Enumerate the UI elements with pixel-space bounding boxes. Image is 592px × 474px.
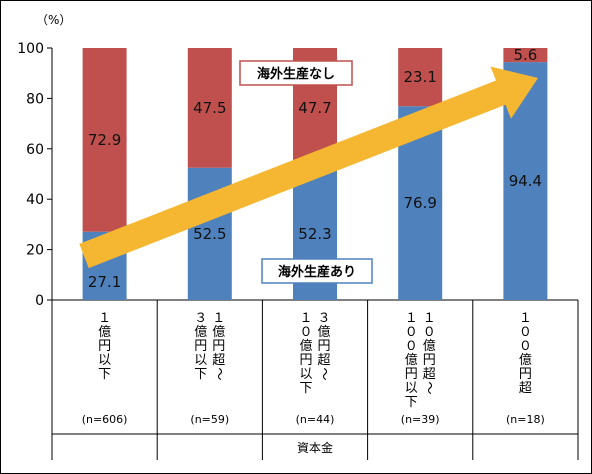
category-label-char: ０ <box>405 339 418 354</box>
category-label-char: 億 <box>98 324 111 340</box>
category-label-char: １ <box>299 311 312 326</box>
series-label-box-none <box>239 60 353 86</box>
category-label-char: ０ <box>519 325 532 340</box>
category-label-char: 円 <box>519 367 532 382</box>
category-label-char: 下 <box>194 367 207 382</box>
category-label-char: ０ <box>299 325 312 340</box>
bar-none-2 <box>187 48 232 168</box>
category-label-char: 円 <box>423 353 436 368</box>
category-label-char: 億 <box>299 338 312 354</box>
category-label-char: 円 <box>405 367 418 382</box>
category-label-char: １ <box>212 311 225 326</box>
y-tick-label: 80 <box>26 91 44 107</box>
category-n-label: (n=44) <box>296 413 335 426</box>
y-tick-label: 100 <box>17 41 44 57</box>
category-label-char: ０ <box>423 325 436 340</box>
y-unit-label: （%） <box>36 13 71 27</box>
category-label-char: 超 <box>519 381 532 396</box>
category-label-char: 億 <box>405 352 418 368</box>
category-label-char: ～ <box>421 381 436 394</box>
series-label-owned: 海外生産あり <box>278 264 356 280</box>
category-label-char: 下 <box>299 381 312 396</box>
category-label-char: 億 <box>519 352 532 368</box>
category-label-char: ３ <box>194 311 207 326</box>
category-label-char: 億 <box>317 324 330 340</box>
category-label-char: 以 <box>299 367 312 382</box>
category-label-char: 超 <box>317 353 330 368</box>
category-label-char: １ <box>405 311 418 326</box>
category-label-char: 超 <box>212 353 225 368</box>
data-label-owned: 52.5 <box>193 225 226 243</box>
category-label-char: １ <box>519 311 532 326</box>
data-label-none: 23.1 <box>403 68 436 86</box>
data-label-owned: 94.4 <box>509 172 542 190</box>
category-label-char: ０ <box>519 339 532 354</box>
category-label-char: 円 <box>194 339 207 354</box>
y-tick-label: 20 <box>26 243 44 259</box>
category-label-char: ～ <box>211 367 226 380</box>
series-label-none: 海外生産なし <box>257 66 335 82</box>
bar-none-1 <box>82 48 127 232</box>
data-label-owned: 76.9 <box>403 194 436 212</box>
bar-none-5 <box>503 48 548 63</box>
trend-arrow <box>79 66 539 269</box>
category-n-label: (n=59) <box>190 413 229 426</box>
category-label-char: ３ <box>317 311 330 326</box>
category-label-char: 以 <box>194 353 207 368</box>
y-tick-label: 0 <box>35 293 44 309</box>
category-label-char: ～ <box>316 367 331 380</box>
data-label-none: 47.7 <box>298 99 331 117</box>
category-label-char: 円 <box>98 339 111 354</box>
series-label-box-owned <box>261 258 373 284</box>
category-label-char: 億 <box>194 324 207 340</box>
category-label-char: 以 <box>98 353 111 368</box>
y-tick-label: 40 <box>26 192 44 208</box>
y-tick-label: 60 <box>26 142 44 158</box>
category-n-label: (n=606) <box>82 413 128 426</box>
data-label-none: 5.6 <box>513 46 537 64</box>
bar-none-4 <box>398 48 443 107</box>
category-label-char: ０ <box>405 325 418 340</box>
data-label-none: 72.9 <box>88 131 121 149</box>
category-label-char: １ <box>423 311 436 326</box>
category-label-char: 円 <box>299 353 312 368</box>
category-label-char: 超 <box>423 367 436 382</box>
category-label-char: 円 <box>212 339 225 354</box>
category-label-char: 円 <box>317 339 330 354</box>
data-label-owned: 27.1 <box>88 273 121 291</box>
category-n-label: (n=39) <box>401 413 440 426</box>
data-label-owned: 52.3 <box>298 225 331 243</box>
category-label-char: 億 <box>212 324 225 340</box>
category-n-label: (n=18) <box>506 413 545 426</box>
x-axis-title: 資本金 <box>297 440 333 455</box>
category-label-char: 下 <box>405 395 418 410</box>
category-label-char: 下 <box>98 367 111 382</box>
category-label-char: 億 <box>423 338 436 354</box>
category-label-char: １ <box>98 311 111 326</box>
data-label-none: 47.5 <box>193 99 226 117</box>
category-label-char: 以 <box>405 381 418 396</box>
